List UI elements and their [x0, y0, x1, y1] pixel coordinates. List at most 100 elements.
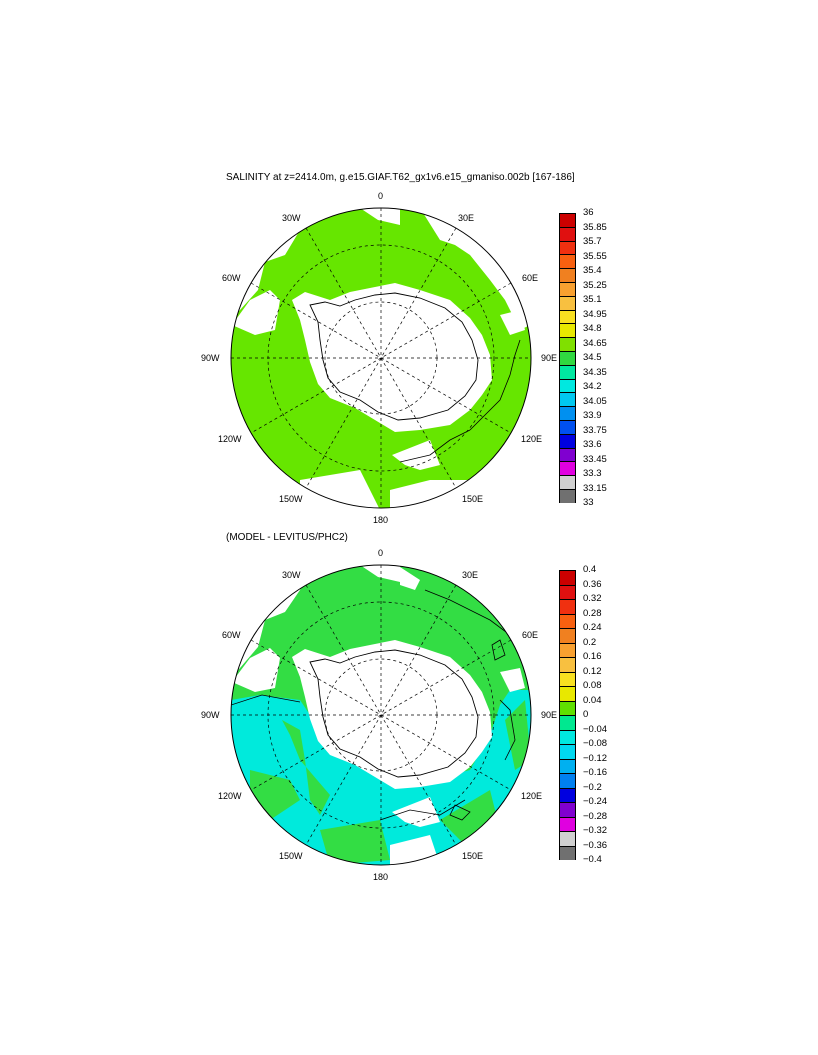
colorbar-label: 35.7 [583, 236, 602, 247]
colorbar-swatch [560, 240, 575, 255]
lon-label: 120E [521, 791, 542, 801]
colorbar-label: 0.04 [583, 694, 602, 706]
colorbar-swatch [560, 323, 575, 338]
lon-label: 90E [541, 353, 557, 363]
lon-label: 30E [458, 213, 474, 223]
lon-label: 150E [462, 851, 483, 861]
colorbar-label: 0.28 [583, 607, 602, 619]
colorbar-label: −0.16 [583, 767, 608, 778]
colorbar-swatch [560, 309, 575, 324]
colorbar-swatch [560, 584, 575, 599]
colorbar-label: −0.12 [583, 752, 608, 764]
colorbar-label: 0.24 [583, 622, 602, 633]
colorbar-swatch [560, 337, 575, 351]
colorbar-label: −0.36 [583, 839, 608, 851]
colorbar-swatch [560, 802, 575, 817]
colorbar-swatch [560, 364, 575, 379]
colorbar-swatch [560, 226, 575, 241]
colorbar-label: 0.12 [583, 665, 602, 677]
colorbar-swatch [560, 671, 575, 686]
colorbar-label: 33.45 [583, 453, 607, 465]
colorbar-label: 0.16 [583, 651, 602, 662]
colorbar-label: 35.25 [583, 279, 607, 291]
colorbar-swatch [560, 657, 575, 672]
colorbar-swatch [560, 642, 575, 657]
lon-label: 150E [462, 494, 483, 504]
colorbar-swatch [560, 378, 575, 393]
colorbar-label: −0.4 [583, 854, 602, 865]
bottom-longitude-labels: 0 30E 60E 90E 120E 150E 180 150W 120W 90… [201, 548, 557, 882]
colorbar-label: 34.5 [583, 352, 602, 363]
colorbar-label: −0.2 [583, 781, 602, 793]
colorbar-swatch [560, 488, 575, 503]
colorbar-swatch [560, 628, 575, 643]
colorbar-label: 0.4 [583, 564, 597, 575]
colorbar-swatch [560, 281, 575, 296]
top-longitude-labels: 0 30E 60E 90E 120E 150E 180 150W 120W 90… [201, 191, 557, 525]
bottom-difference-map [230, 564, 532, 866]
colorbar-swatch [560, 715, 575, 730]
colorbar-swatch [560, 419, 575, 434]
colorbar-swatch [560, 787, 575, 802]
colorbar-label: −0.08 [583, 738, 608, 749]
colorbar-swatch [560, 831, 575, 846]
lon-label: 60W [222, 273, 241, 283]
colorbar-label: 33.3 [583, 468, 602, 479]
colorbar-label: 34.2 [583, 381, 602, 392]
colorbar-swatch [560, 816, 575, 831]
lon-label: 150W [279, 851, 303, 861]
colorbar-label: 33.15 [583, 482, 607, 494]
lon-label: 30W [282, 213, 301, 223]
lon-label: 150W [279, 494, 303, 504]
colorbar-swatches [559, 570, 576, 860]
colorbar-label: −0.04 [583, 723, 608, 735]
colorbar-swatch [560, 461, 575, 476]
bottom-contours [231, 589, 516, 821]
colorbar-swatch [560, 254, 575, 269]
colorbar-swatches [559, 213, 576, 503]
colorbar-label: 34.35 [583, 366, 607, 378]
colorbar-swatch [560, 433, 575, 448]
colorbar-label: 0.08 [583, 680, 602, 691]
lon-label: 0 [378, 191, 383, 201]
colorbar-label: −0.24 [583, 796, 608, 807]
colorbar-label: 35.4 [583, 265, 602, 276]
colorbar-label: −0.32 [583, 825, 608, 836]
bottom-map-title: (MODEL - LEVITUS/PHC2) [226, 532, 348, 543]
colorbar-label: 34.65 [583, 337, 607, 349]
colorbar-label: 0.2 [583, 636, 597, 648]
lon-label: 120W [218, 434, 242, 444]
colorbar-label: 36 [583, 207, 594, 218]
colorbar-swatch [560, 744, 575, 759]
colorbar-swatch [560, 295, 575, 310]
lon-label: 0 [378, 548, 383, 558]
colorbar-label: 33.6 [583, 439, 602, 450]
colorbar-swatch [560, 570, 575, 585]
colorbar-swatch [560, 613, 575, 628]
colorbar-label: 33 [583, 497, 594, 508]
colorbar-label: 34.95 [583, 308, 607, 320]
colorbar-label: −0.28 [583, 810, 608, 822]
colorbar-label: 33.9 [583, 410, 602, 421]
colorbar-swatch [560, 406, 575, 420]
colorbar-swatch [560, 686, 575, 701]
colorbar-swatch [560, 773, 575, 788]
colorbar-swatch [560, 447, 575, 462]
colorbar-label: 35.1 [583, 294, 602, 305]
colorbar-swatch [560, 758, 575, 773]
lon-label: 60W [222, 630, 241, 640]
lon-label: 120W [218, 791, 242, 801]
colorbar-label: 35.85 [583, 221, 607, 233]
lon-label: 90W [201, 710, 220, 720]
lon-label: 90W [201, 353, 220, 363]
top-graticule [231, 208, 531, 508]
colorbar-label: 35.55 [583, 250, 607, 262]
colorbar-label: 34.05 [583, 395, 607, 407]
lon-label: 30W [282, 570, 301, 580]
lon-label: 60E [522, 273, 538, 283]
colorbar-swatch [560, 392, 575, 407]
colorbar-swatch [560, 599, 575, 614]
colorbar-swatch [560, 350, 575, 365]
colorbar-swatch [560, 700, 575, 715]
